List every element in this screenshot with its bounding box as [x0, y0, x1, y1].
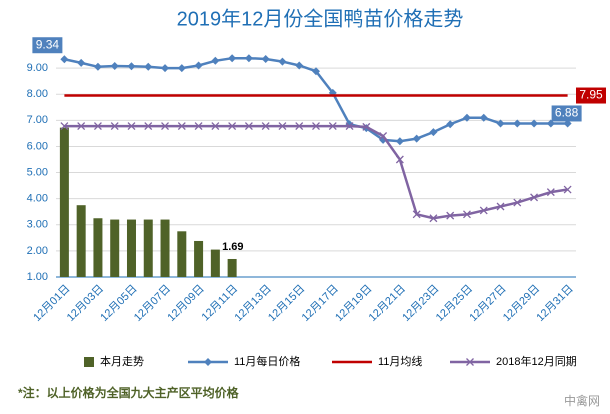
bar	[194, 240, 204, 277]
point	[244, 122, 253, 131]
bar	[110, 219, 120, 277]
y-tick-label: 2.00	[27, 245, 48, 257]
point	[446, 211, 455, 220]
y-tick-label: 9.00	[27, 62, 48, 74]
point	[295, 61, 304, 70]
point	[513, 198, 522, 207]
y-tick-label: 5.00	[27, 166, 48, 178]
bar	[160, 219, 170, 277]
point	[362, 122, 371, 131]
point	[77, 122, 86, 131]
legend-swatch	[84, 357, 94, 367]
data-label-box	[32, 37, 63, 54]
point	[345, 122, 354, 131]
point	[127, 62, 136, 71]
point	[496, 119, 505, 128]
point	[110, 62, 119, 71]
data-label-box	[576, 87, 606, 104]
bar	[143, 219, 153, 277]
y-tick-label: 4.00	[27, 193, 48, 205]
bar	[76, 205, 86, 277]
point	[530, 119, 539, 128]
point	[496, 202, 505, 211]
y-tick-label: 1.00	[27, 271, 48, 283]
point	[395, 155, 404, 164]
point	[127, 122, 136, 131]
point	[379, 132, 388, 140]
point	[194, 122, 203, 131]
footnote: *注：以上价格为全国九大主产区平均价格	[18, 385, 240, 400]
point	[530, 193, 539, 202]
point	[312, 122, 320, 131]
point	[144, 122, 153, 131]
point	[204, 358, 212, 366]
chart-title: 2019年12月份全国鸭苗价格走势	[177, 7, 464, 30]
point	[395, 137, 404, 146]
point	[513, 119, 522, 128]
legend-label: 本月走势	[100, 354, 144, 368]
point	[429, 128, 438, 137]
point	[261, 54, 270, 63]
watermark: 中禽网	[564, 393, 600, 408]
bar	[59, 127, 69, 278]
data-label: 1.69	[222, 241, 243, 253]
point	[110, 122, 119, 131]
point	[463, 210, 471, 219]
data-label: 6.88	[555, 106, 579, 120]
point	[244, 54, 253, 63]
point	[228, 54, 237, 63]
point	[312, 67, 320, 76]
point	[462, 113, 471, 122]
point	[446, 120, 455, 129]
point	[93, 62, 102, 71]
point	[211, 56, 220, 65]
point	[429, 214, 438, 223]
point	[144, 62, 153, 71]
point	[161, 122, 169, 131]
bar	[93, 218, 103, 277]
y-tick-label: 3.00	[27, 219, 48, 231]
point	[177, 122, 186, 131]
point	[295, 122, 304, 131]
point	[177, 64, 186, 73]
bar	[177, 231, 187, 277]
y-tick-label: 6.00	[27, 140, 48, 152]
point	[60, 122, 69, 131]
legend-label: 11月每日价格	[234, 354, 300, 368]
data-label-box	[551, 105, 582, 122]
point	[278, 122, 287, 131]
bar	[227, 258, 237, 277]
legend-label: 2018年12月同期	[496, 354, 577, 368]
point	[328, 122, 337, 131]
point	[546, 188, 555, 197]
y-tick-label: 8.00	[27, 88, 48, 100]
point	[161, 64, 170, 73]
bar	[210, 249, 220, 277]
bar	[126, 219, 136, 277]
point	[93, 122, 102, 131]
point	[194, 61, 203, 70]
point	[278, 57, 287, 66]
point	[412, 134, 421, 143]
point	[412, 210, 421, 219]
legend-label: 11月均线	[378, 354, 422, 368]
data-label: 9.34	[36, 37, 60, 51]
point	[479, 206, 488, 215]
point	[228, 122, 237, 131]
point	[60, 55, 69, 64]
y-tick-label: 7.00	[27, 114, 48, 126]
point	[466, 358, 474, 366]
data-label: 7.95	[579, 88, 603, 102]
point	[479, 113, 488, 122]
point	[211, 122, 220, 131]
point	[77, 58, 86, 67]
point	[563, 185, 572, 194]
point	[261, 122, 270, 131]
